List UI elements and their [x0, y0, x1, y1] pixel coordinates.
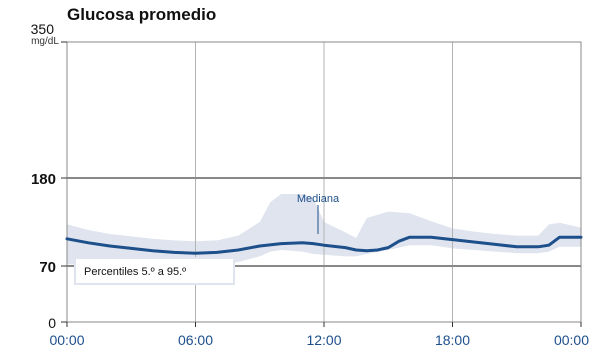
y-tick-label-180: 180 [31, 171, 56, 188]
y-tick-label-350: 350 [31, 21, 55, 37]
percentile-legend-label: Percentiles 5.º a 95.º [84, 266, 186, 278]
y-tick-label-70: 70 [39, 259, 56, 276]
percentile-legend-box [74, 257, 235, 285]
y-unit-label: mg/dL [31, 36, 59, 47]
x-tick-label-0: 00:00 [49, 332, 84, 348]
chart-title: Glucosa promedio [67, 5, 216, 24]
x-tick-label-1: 06:00 [178, 332, 213, 348]
median-annotation: Mediana [297, 193, 340, 205]
x-tick-label-2: 12:00 [306, 332, 341, 348]
x-tick-label-3: 18:00 [435, 332, 470, 348]
x-tick-label-4: 00:00 [554, 332, 589, 348]
median-line [65, 235, 583, 255]
y-tick-label-0: 0 [48, 315, 56, 331]
